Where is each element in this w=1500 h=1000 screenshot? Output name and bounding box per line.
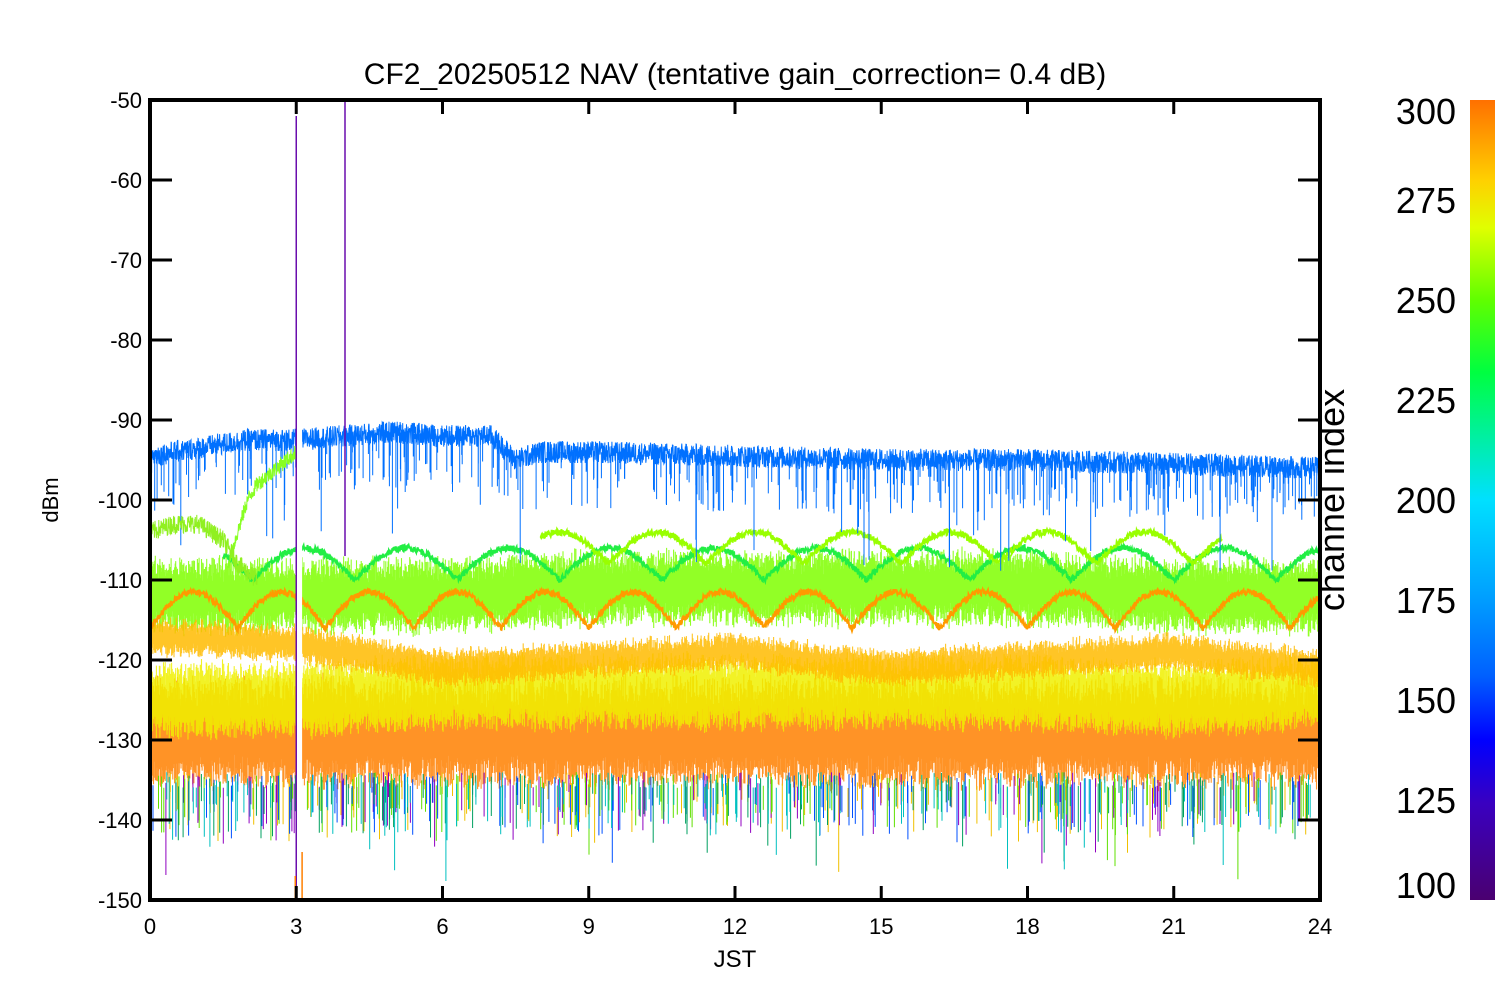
y-tick-label: -50	[110, 88, 142, 113]
x-tick-label: 21	[1162, 914, 1186, 939]
y-tick-label: -130	[98, 728, 142, 753]
lime-arc	[539, 526, 1223, 567]
bright-green-arc	[222, 542, 1320, 586]
colorbar	[1470, 100, 1495, 900]
y-tick-label: -140	[98, 808, 142, 833]
y-tick-label: -60	[110, 168, 142, 193]
y-tick-label: -90	[110, 408, 142, 433]
y-tick-label: -100	[98, 488, 142, 513]
colorbar-tick-label: 225	[1396, 380, 1456, 421]
x-tick-label: 3	[290, 914, 302, 939]
colorbar-tick-label: 300	[1396, 91, 1456, 132]
colorbar-tick-label: 150	[1396, 680, 1456, 721]
green-trace-upper	[150, 514, 258, 586]
x-tick-label: 0	[144, 914, 156, 939]
y-tick-label: -120	[98, 648, 142, 673]
colorbar-tick-label: 100	[1396, 865, 1456, 906]
band-yellow-orange-drift	[150, 615, 1320, 689]
green-rising-trace	[227, 445, 297, 569]
colorbar-tick-label: 175	[1396, 580, 1456, 621]
chart-title: CF2_20250512 NAV (tentative gain_correct…	[364, 58, 1106, 91]
x-tick-label: 9	[583, 914, 595, 939]
noise-dips	[150, 772, 1311, 881]
colorbar-ticks: 100 125 150 175 200 225 250 275 300	[1396, 91, 1456, 906]
x-tick-label: 15	[869, 914, 893, 939]
axis-ticks: 0 3 6 9 12 15 18 21 24 -50 -60 -70 -80 -90 -100 -110 -12…	[98, 88, 1332, 939]
plot-data	[150, 100, 1320, 900]
colorbar-label: channel index	[1311, 389, 1352, 611]
y-tick-label: -150	[98, 888, 142, 913]
x-axis-label: JST	[714, 946, 757, 973]
x-tick-label: 12	[723, 914, 747, 939]
orange-arc	[150, 586, 1320, 635]
colorbar-tick-label: 275	[1396, 180, 1456, 221]
y-axis-label: dBm	[38, 477, 63, 522]
colorbar-tick-label: 200	[1396, 480, 1456, 521]
x-tick-label: 18	[1015, 914, 1039, 939]
band-yellow-noise	[150, 651, 1320, 741]
blue-channel	[150, 420, 1320, 571]
colorbar-tick-label: 250	[1396, 280, 1456, 321]
y-tick-label: -110	[100, 568, 142, 593]
band-orange-noise-floor	[150, 672, 1320, 792]
x-tick-label: 24	[1308, 914, 1332, 939]
colorbar-tick-label: 125	[1396, 780, 1456, 821]
y-tick-label: -80	[110, 328, 142, 353]
x-tick-label: 6	[436, 914, 448, 939]
data-gap	[296, 100, 303, 900]
y-tick-label: -70	[110, 248, 142, 273]
